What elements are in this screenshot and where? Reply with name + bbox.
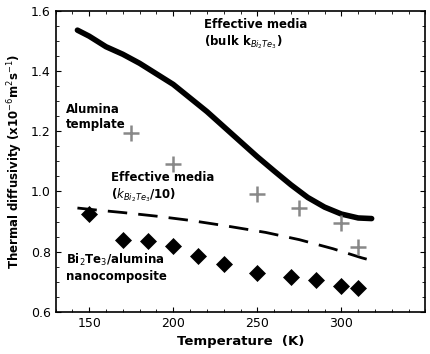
Y-axis label: Thermal diffusivity (x10$^{-6}$m$^2$s$^{-1}$): Thermal diffusivity (x10$^{-6}$m$^2$s$^{… (6, 53, 25, 269)
Text: Bi$_2$Te$_3$/alumina
nanocomposite: Bi$_2$Te$_3$/alumina nanocomposite (65, 252, 166, 283)
Text: Alumina
template: Alumina template (65, 103, 125, 131)
Text: Effective media
(bulk k$_{Bi_2Te_3}$): Effective media (bulk k$_{Bi_2Te_3}$) (203, 18, 306, 51)
Text: Effective media
($k_{Bi_2Te_3}$/10): Effective media ($k_{Bi_2Te_3}$/10) (111, 171, 214, 204)
X-axis label: Temperature  (K): Temperature (K) (176, 336, 304, 348)
